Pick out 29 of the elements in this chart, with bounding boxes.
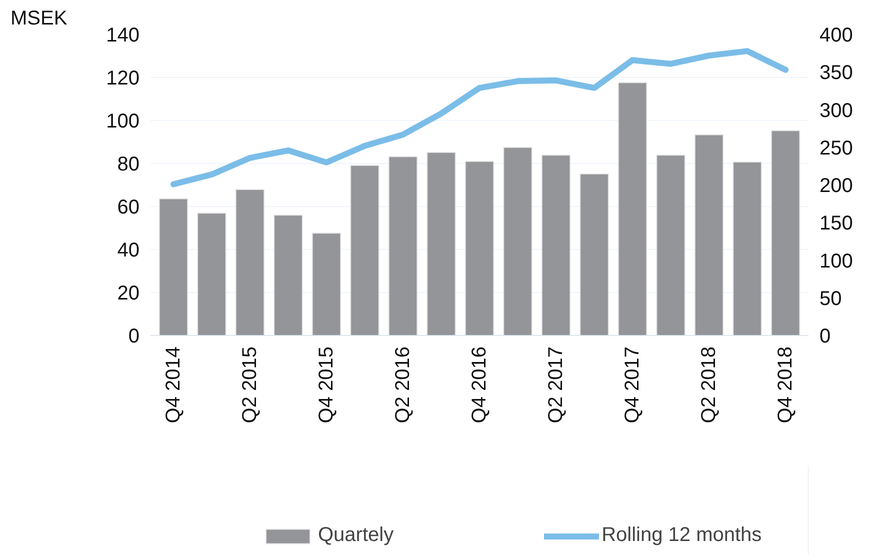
- y-tick-label: 60: [117, 196, 140, 218]
- x-tick-label: Q2 2018: [698, 346, 720, 424]
- y2-tick-label: 300: [820, 100, 853, 122]
- y-tick-label: 140: [106, 24, 140, 46]
- x-tick-label: Q4 2017: [622, 346, 644, 424]
- y2-tick-label: 0: [820, 326, 831, 348]
- y-tick-label: 120: [106, 68, 140, 90]
- y2-tick-label: 350: [820, 62, 853, 84]
- y-tick-label: 100: [106, 110, 140, 132]
- y-axis-title: MSEK: [10, 8, 68, 30]
- y2-tick-label: 250: [820, 137, 853, 160]
- x-tick-label: Q2 2017: [545, 346, 568, 424]
- x-tick-label: Q2 2015: [238, 346, 261, 424]
- y2-tick-label: 50: [820, 288, 842, 310]
- y-tick-label: 40: [117, 240, 140, 262]
- x-tick-label: Q2 2016: [392, 346, 414, 424]
- legend-label: Quartely: [318, 524, 394, 547]
- legend-label: Rolling 12 months: [602, 524, 762, 547]
- y2-tick-label: 150: [820, 212, 853, 235]
- x-tick-label: Q4 2018: [774, 346, 797, 424]
- x-tick-label: Q4 2016: [468, 346, 490, 424]
- y2-tick-label: 100: [820, 250, 853, 272]
- y2-tick-label: 200: [820, 175, 853, 197]
- x-tick-label: Q4 2015: [315, 346, 338, 424]
- y-tick-label: 0: [128, 326, 140, 348]
- y-tick-label: 20: [117, 282, 140, 304]
- y2-tick-label: 400: [820, 24, 853, 46]
- x-tick-label: Q4 2014: [162, 346, 184, 424]
- y-tick-label: 80: [117, 154, 140, 176]
